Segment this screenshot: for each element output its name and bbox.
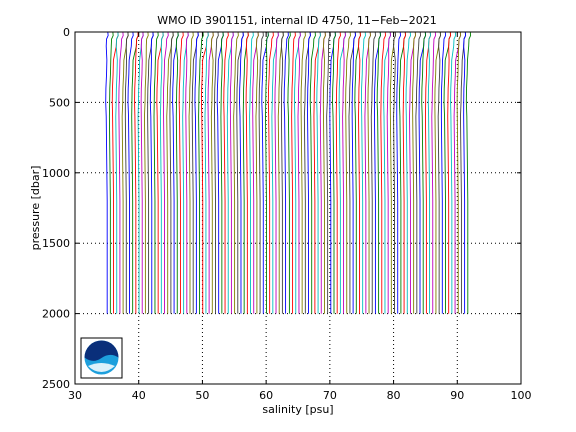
- profile-line: [185, 31, 189, 314]
- profile-line: [274, 31, 279, 314]
- profile-line: [178, 31, 184, 314]
- y-tick-label: 2000: [42, 308, 70, 321]
- x-tick-label: 30: [68, 389, 82, 402]
- profile-line: [105, 31, 109, 314]
- profile-line: [463, 31, 467, 314]
- profile-line: [360, 31, 366, 314]
- profile-line: [159, 31, 164, 314]
- profile-line: [204, 31, 209, 314]
- profile-line: [162, 31, 169, 314]
- x-axis-label: salinity [psu]: [262, 403, 333, 416]
- profile-line: [153, 31, 159, 314]
- profile-line: [322, 31, 326, 314]
- profile-line: [249, 31, 254, 314]
- profile-line: [326, 31, 331, 314]
- profile-line: [291, 31, 296, 314]
- profile-line: [412, 31, 416, 314]
- x-tick-label: 90: [450, 389, 464, 402]
- plot-frame: [74, 31, 522, 385]
- profile-line: [297, 31, 301, 314]
- profile-line: [437, 31, 442, 314]
- profile-line: [210, 31, 214, 314]
- profile-line: [118, 31, 124, 314]
- profile-line: [367, 31, 371, 314]
- profile-line: [124, 31, 129, 314]
- profile-line: [456, 31, 462, 314]
- profile-line: [309, 31, 316, 314]
- profile-line: [280, 31, 284, 314]
- profile-line: [140, 31, 144, 314]
- profile-line: [175, 31, 179, 314]
- profile-line: [431, 31, 437, 314]
- profile-line: [405, 31, 411, 314]
- profile-line: [134, 31, 139, 314]
- y-tick-label: 1000: [42, 167, 70, 180]
- profile-line: [450, 31, 457, 314]
- plot-area: [75, 32, 521, 384]
- y-tick-label: 1500: [42, 237, 70, 250]
- profile-line: [332, 31, 336, 314]
- profile-line: [447, 31, 452, 314]
- profile-line: [376, 31, 381, 314]
- profile-line: [335, 31, 341, 314]
- x-tick-label: 60: [259, 389, 273, 402]
- profile-line: [143, 31, 149, 314]
- y-tick-label: 0: [63, 26, 70, 39]
- profile-lines: [105, 31, 472, 314]
- profile-line: [345, 31, 351, 314]
- profile-line: [440, 31, 447, 314]
- profile-line: [108, 31, 114, 314]
- x-tick-label: 70: [323, 389, 337, 402]
- profile-line: [115, 31, 119, 314]
- profile-line: [239, 31, 244, 314]
- profile-line: [258, 31, 264, 314]
- y-tick-label: 500: [49, 96, 70, 109]
- profile-line: [316, 31, 321, 314]
- profile-line: [300, 31, 306, 314]
- profile-line: [370, 31, 376, 314]
- profile-line: [245, 31, 249, 314]
- profile-line: [194, 31, 199, 314]
- profile-line: [169, 31, 174, 314]
- profile-line: [198, 31, 204, 314]
- profile-line: [342, 31, 346, 314]
- y-axis-label: pressure [dbar]: [29, 166, 42, 251]
- x-tick-label: 80: [387, 389, 401, 402]
- profile-line: [358, 31, 361, 314]
- profile-line: [287, 31, 291, 314]
- profile-line: [229, 31, 234, 314]
- y-tick-label: 2500: [42, 378, 70, 391]
- profile-line: [421, 31, 426, 314]
- profile-line: [415, 31, 422, 314]
- profile-line: [283, 31, 289, 314]
- profile-line: [220, 31, 224, 314]
- profile-line: [396, 31, 401, 314]
- profile-line: [465, 31, 472, 314]
- profile-line: [214, 31, 219, 314]
- profile-line: [386, 31, 391, 314]
- profile-line: [255, 31, 259, 314]
- profile-line: [402, 31, 406, 314]
- profile-line: [149, 31, 154, 314]
- chart-title: WMO ID 3901151, internal ID 4750, 11−Feb…: [157, 14, 437, 27]
- profile-line: [393, 31, 396, 314]
- profile-line: [127, 31, 134, 314]
- profile-line: [307, 31, 311, 314]
- profile-line: [233, 31, 239, 314]
- profile-line: [380, 31, 386, 314]
- x-tick-label: 100: [511, 389, 532, 402]
- x-tick-label: 40: [132, 389, 146, 402]
- profile-line: [265, 31, 269, 314]
- profile-line: [267, 31, 274, 314]
- x-tick-label: 50: [195, 389, 209, 402]
- profile-line: [223, 31, 229, 314]
- noaa-logo: [80, 337, 123, 379]
- profile-line: [351, 31, 356, 314]
- profile-line: [188, 31, 194, 314]
- profile-line: [427, 31, 431, 314]
